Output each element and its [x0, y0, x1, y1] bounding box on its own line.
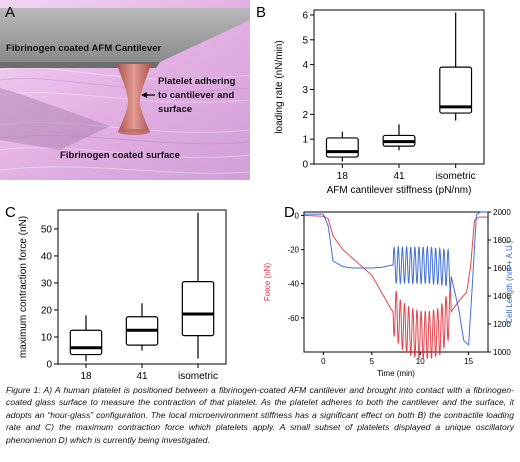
x-tick-label: 10	[416, 357, 425, 366]
x-tick-label: 0	[321, 357, 326, 366]
panel-b: B 0 1 2 3 4 5 6 18 41 isometric loading rate (nN/m…	[256, 0, 520, 200]
surface-label: Fibrinogen coated surface	[60, 150, 180, 161]
left-y-tick-label: -20	[287, 246, 299, 255]
loading-rate-chart: 0 1 2 3 4 5 6 18 41 isometric loading rate (nN/min…	[274, 9, 485, 196]
y-tick-label: 4	[302, 60, 308, 71]
left-y-axis-label: Force (nN)	[263, 263, 272, 302]
right-y-tick-label: 1200	[493, 320, 511, 329]
x-tick-label: 41	[393, 171, 405, 182]
x-tick-label: 5	[370, 357, 375, 366]
platelet-label-line-3: surface	[158, 104, 192, 115]
left-y-tick-label: -40	[287, 280, 299, 289]
x-tick-label: 41	[136, 371, 148, 382]
right-y-tick-label: 1000	[493, 348, 511, 357]
platelet-label-line-1: Platelet adhering	[158, 76, 235, 87]
y-tick-label: 6	[302, 10, 308, 21]
x-axis-label: Time (min)	[377, 369, 415, 378]
x-tick-label: 15	[464, 357, 473, 366]
right-y-axis-label: Cell Length (nm + A.U.)	[505, 240, 514, 324]
platelet-shape	[117, 64, 151, 132]
platelet-illustration: Fibrinogen coated AFM Cantilever Platele…	[0, 0, 251, 180]
right-y-tick-label: 1800	[493, 236, 511, 245]
y-tick-label: 5	[302, 35, 308, 46]
y-tick-label: 3	[302, 85, 308, 96]
right-y-tick-label: 1600	[493, 264, 511, 273]
box-isometric	[439, 66, 473, 114]
panel-letter-b: B	[256, 4, 267, 21]
y-tick-label: 50	[41, 224, 53, 235]
box-18	[69, 329, 103, 356]
cantilever-label: Fibrinogen coated AFM Cantilever	[6, 43, 162, 54]
y-tick-label: 10	[41, 332, 53, 343]
panel-letter-a: A	[5, 4, 16, 21]
box-isometric	[181, 280, 215, 337]
contraction-force-chart: 0 10 20 30 40 50 18 41 isometric maximum contract…	[18, 209, 227, 396]
y-tick-label: 2	[302, 110, 308, 121]
panel-a: Fibrinogen coated AFM Cantilever Platele…	[0, 0, 251, 180]
y-tick-label: 40	[41, 251, 53, 262]
cantilever-shape	[0, 8, 250, 62]
right-y-tick-label: 2000	[493, 208, 511, 217]
right-y-tick-label: 1400	[493, 292, 511, 301]
figure-caption: Figure 1: A) A human platelet is positio…	[6, 385, 514, 445]
panel-c: C 0 10 20 30 40 50 18 41 isometric maximum contra…	[0, 200, 258, 396]
x-tick-label: 18	[80, 371, 92, 382]
left-y-tick-label: -60	[287, 314, 299, 323]
y-axis-label: maximum contraction force (nN)	[18, 216, 29, 358]
x-tick-label: isometric	[436, 171, 476, 182]
y-tick-label: 0	[46, 360, 52, 371]
panel-d: D 0 -20 -40 -60 1000 1200 1400 1600 1800 2000 0 5 10…	[258, 200, 520, 385]
box-18	[325, 137, 359, 158]
oscillation-chart: 0 -20 -40 -60 1000 1200 1400 1600 1800 2000 0 5 10 15…	[263, 208, 514, 378]
y-axis-label: loading rate (nN/min)	[274, 40, 285, 133]
x-tick-label: isometric	[178, 371, 218, 382]
series-line-cell-length	[304, 211, 488, 346]
y-tick-label: 1	[302, 135, 308, 146]
y-tick-label: 30	[41, 278, 53, 289]
left-y-tick-label: 0	[295, 211, 300, 220]
panel-letter-c: C	[5, 204, 16, 221]
platelet-label-line-2: to cantilever and	[158, 90, 234, 101]
x-axis-label: AFM cantilever stiffness (pN/nm)	[327, 185, 472, 196]
panel-letter-d: D	[284, 204, 295, 221]
x-tick-label: 18	[337, 171, 349, 182]
y-tick-label: 20	[41, 305, 53, 316]
y-tick-label: 0	[302, 160, 308, 171]
